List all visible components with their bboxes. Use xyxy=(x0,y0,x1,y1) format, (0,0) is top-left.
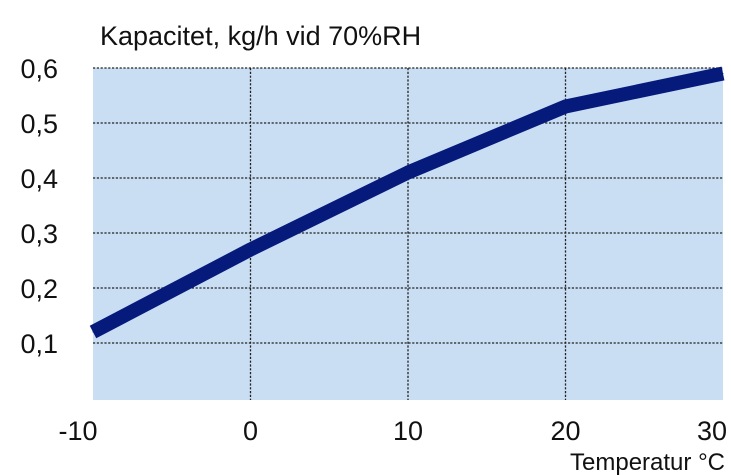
x-tick-labels: -10 0 10 20 30 xyxy=(58,416,727,446)
data-point xyxy=(565,106,566,107)
x-tick-label: 20 xyxy=(550,416,580,446)
y-tick-label: 0,1 xyxy=(20,329,58,359)
y-tick-labels: 0,1 0,2 0,3 0,4 0,5 0,6 xyxy=(20,54,58,359)
data-point xyxy=(722,73,724,74)
x-tick-label: 10 xyxy=(393,416,423,446)
y-tick-label: 0,6 xyxy=(20,54,58,84)
x-tick-label: 0 xyxy=(243,416,258,446)
x-tick-label: 30 xyxy=(697,416,727,446)
y-tick-label: 0,4 xyxy=(20,164,58,194)
chart-title: Kapacitet, kg/h vid 70%RH xyxy=(100,21,421,51)
data-point xyxy=(407,172,409,173)
grid-layer xyxy=(93,67,723,400)
x-tick-label: -10 xyxy=(58,416,97,446)
series-layer xyxy=(89,66,725,339)
data-point xyxy=(92,331,94,333)
x-axis-label: Temperatur °C xyxy=(570,449,725,475)
y-tick-label: 0,2 xyxy=(20,274,58,304)
data-point xyxy=(250,249,251,250)
y-tick-label: 0,3 xyxy=(20,219,58,249)
y-tick-label: 0,5 xyxy=(20,109,58,139)
